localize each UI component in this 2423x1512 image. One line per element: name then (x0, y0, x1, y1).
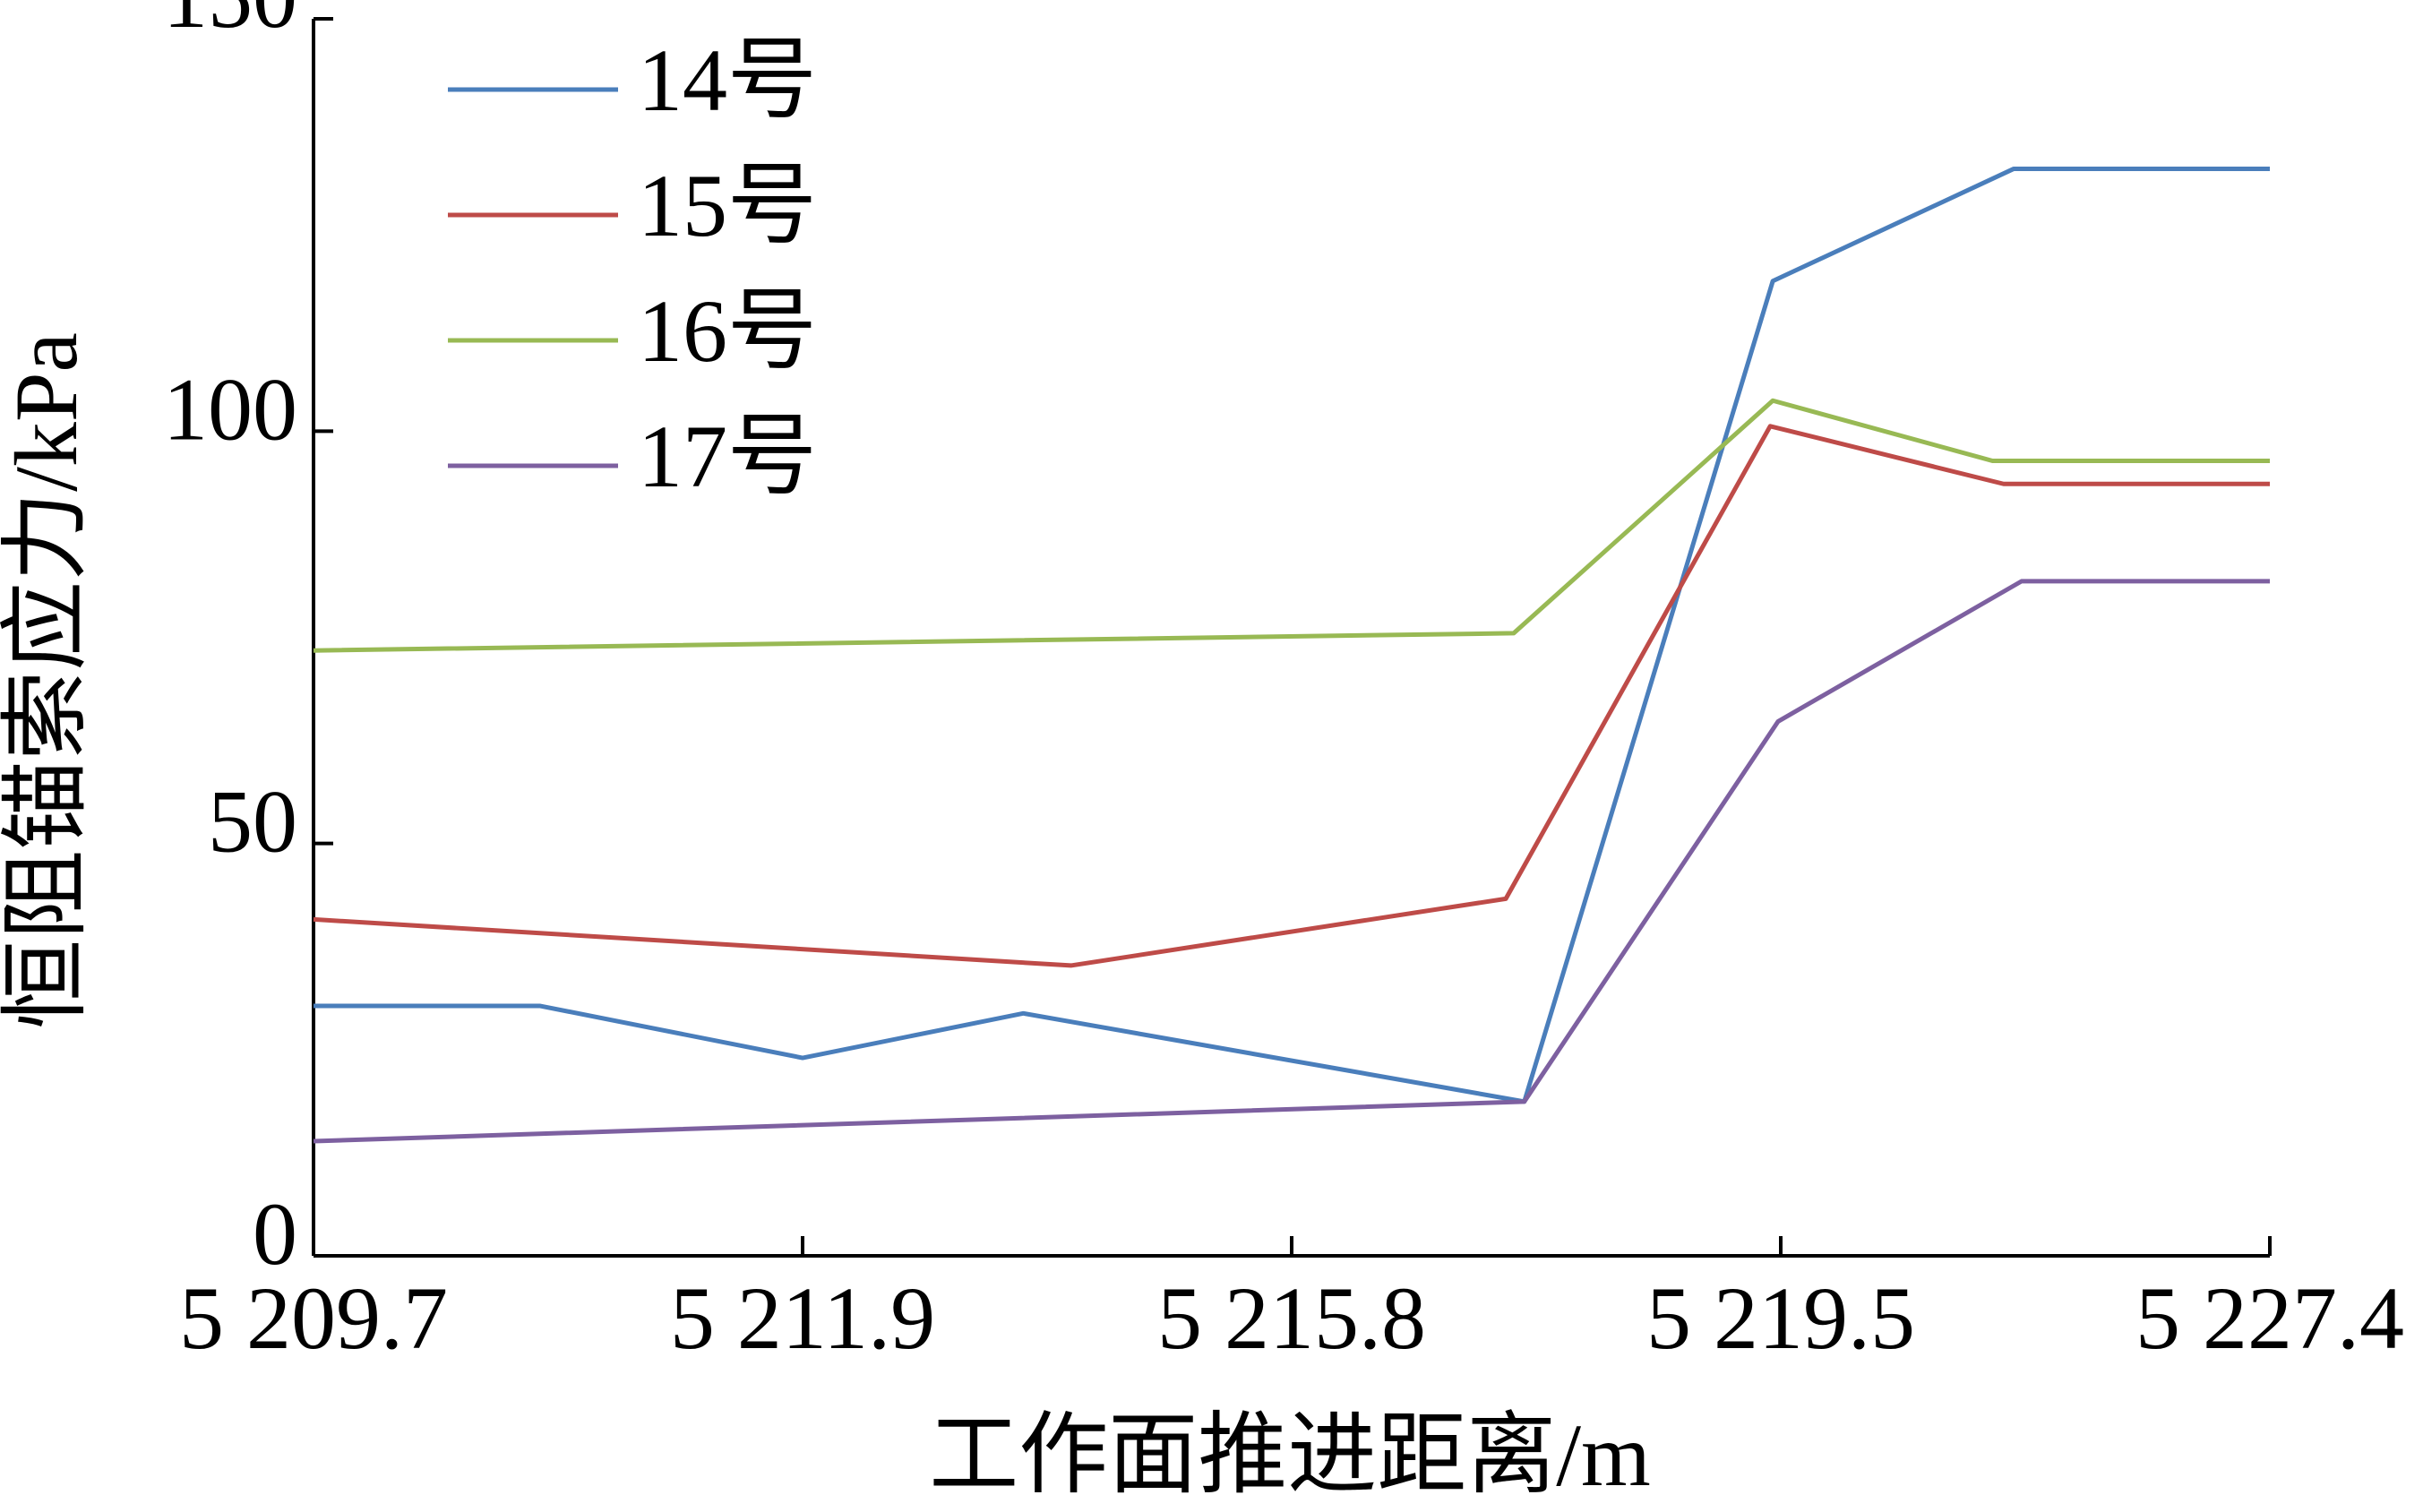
x-axis-title: 工作面推进距离/m (929, 1405, 1651, 1505)
y-tick-label: 150 (163, 0, 297, 47)
x-tick-label: 5 219.5 (1646, 1268, 1915, 1368)
x-tick-label: 5 215.8 (1157, 1268, 1426, 1368)
legend-label: 14号 (638, 30, 817, 130)
legend-label: 15号 (638, 156, 817, 255)
x-tick-label: 5 209.7 (179, 1268, 448, 1368)
series-line (313, 398, 2270, 653)
y-tick-label: 50 (208, 772, 297, 872)
series-line (314, 167, 2270, 1104)
series-line (313, 424, 2270, 968)
legend-label: 17号 (638, 407, 817, 506)
y-tick-label: 0 (253, 1184, 297, 1284)
legend-label: 16号 (638, 281, 817, 381)
y-axis-title: 恒阻锚索应力/kPa (0, 332, 96, 1029)
x-tick-label: 5 211.9 (670, 1268, 935, 1368)
series-line (313, 579, 2270, 1144)
y-tick-label: 100 (163, 359, 297, 459)
x-tick-label: 5 227.4 (2135, 1268, 2404, 1368)
